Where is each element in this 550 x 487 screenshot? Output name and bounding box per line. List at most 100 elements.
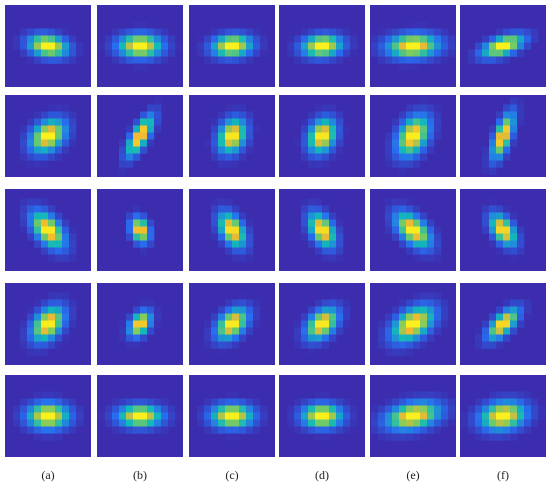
heatmap-pixel: [315, 49, 323, 57]
heatmap-pixel: [336, 419, 344, 427]
heatmap-pixel: [517, 405, 525, 413]
heatmap-pixel: [211, 226, 219, 234]
heatmap-pixel: [140, 35, 148, 43]
heatmap-pixel: [133, 306, 141, 314]
heatmap-pixel: [496, 240, 504, 248]
heatmap-pixel: [420, 56, 428, 64]
heatmap-pixel: [232, 398, 240, 406]
heatmap-pixel: [239, 226, 247, 234]
heatmap-pixel: [385, 160, 393, 168]
heatmap-pixel: [225, 56, 233, 64]
heatmap-panel: [5, 95, 91, 177]
heatmap-pixel: [475, 433, 483, 441]
heatmap-pixel: [378, 320, 386, 328]
heatmap-pixel: [315, 313, 323, 321]
heatmap-pixel: [392, 118, 400, 126]
heatmap-pixel: [524, 412, 532, 420]
heatmap-pixel: [308, 306, 316, 314]
heatmap-pixel: [329, 35, 337, 43]
heatmap-pixel: [308, 320, 316, 328]
heatmap-pixel: [329, 118, 337, 126]
heatmap-pixel: [510, 132, 518, 140]
heatmap-pixel: [406, 412, 414, 420]
heatmap-pixel: [308, 153, 316, 161]
heatmap-pixel: [27, 212, 35, 220]
heatmap-pixel: [168, 42, 176, 50]
heatmap-pixel: [112, 49, 120, 57]
heatmap-pixel: [55, 327, 63, 335]
heatmap-pixel: [41, 348, 49, 356]
heatmap-pixel: [399, 299, 407, 307]
heatmap-pixel: [232, 412, 240, 420]
heatmap-pixel: [329, 212, 337, 220]
heatmap-pixel: [294, 49, 302, 57]
heatmap-pixel: [413, 341, 421, 349]
heatmap-pixel: [315, 299, 323, 307]
heatmap-pixel: [41, 132, 49, 140]
heatmap-pixel: [406, 426, 414, 434]
heatmap-pixel: [308, 398, 316, 406]
heatmap-pixel: [420, 426, 428, 434]
heatmap-pixel: [399, 313, 407, 321]
heatmap-pixel: [322, 320, 330, 328]
heatmap-pixel: [197, 35, 205, 43]
heatmap-pixel: [13, 42, 21, 50]
heatmap-pixel: [27, 205, 35, 213]
heatmap-pixel: [34, 327, 42, 335]
heatmap-pixel: [392, 433, 400, 441]
heatmap-pixel: [503, 226, 511, 234]
heatmap-pixel: [246, 49, 254, 57]
heatmap-pixel: [218, 306, 226, 314]
heatmap-pixel: [27, 132, 35, 140]
heatmap-pixel: [225, 306, 233, 314]
heatmap-pixel: [20, 125, 28, 133]
heatmap-panel: [460, 95, 546, 177]
heatmap-pixel: [448, 49, 456, 57]
heatmap-pixel: [239, 35, 247, 43]
heatmap-pixel: [232, 313, 240, 321]
heatmap-pixel: [468, 419, 476, 427]
heatmap-pixel: [461, 419, 469, 427]
heatmap-pixel: [503, 306, 511, 314]
heatmap-pixel: [315, 306, 323, 314]
heatmap-pixel: [34, 198, 42, 206]
heatmap-pixel: [41, 247, 49, 255]
heatmap-pixel: [211, 212, 219, 220]
heatmap-pixel: [246, 398, 254, 406]
heatmap-pixel: [315, 153, 323, 161]
heatmap-pixel: [20, 132, 28, 140]
heatmap-pixel: [420, 42, 428, 50]
heatmap-pixel: [41, 233, 49, 241]
heatmap-pixel: [420, 28, 428, 36]
heatmap-pixel: [336, 35, 344, 43]
heatmap-pixel: [406, 160, 414, 168]
heatmap-pixel: [197, 412, 205, 420]
heatmap-pixel: [133, 42, 141, 50]
heatmap-pixel: [147, 28, 155, 36]
heatmap-pixel: [197, 49, 205, 57]
heatmap-pixel: [441, 56, 449, 64]
heatmap-pixel: [147, 132, 155, 140]
heatmap-pixel: [119, 42, 127, 50]
heatmap-pixel: [147, 233, 155, 241]
heatmap-pixel: [218, 412, 226, 420]
heatmap-pixel: [336, 233, 344, 241]
heatmap-pixel: [336, 426, 344, 434]
heatmap-pixel: [154, 405, 162, 413]
heatmap-pixel: [420, 132, 428, 140]
heatmap-pixel: [34, 56, 42, 64]
heatmap-pixel: [489, 42, 497, 50]
heatmap-pixel: [211, 341, 219, 349]
heatmap-pixel: [20, 341, 28, 349]
heatmap-pixel: [232, 212, 240, 220]
heatmap-pixel: [154, 28, 162, 36]
heatmap-pixel: [434, 391, 442, 399]
heatmap-pixel: [427, 398, 435, 406]
heatmap-panel: [97, 189, 183, 271]
heatmap-pixel: [482, 419, 490, 427]
heatmap-pixel: [55, 334, 63, 342]
heatmap-pixel: [69, 226, 77, 234]
heatmap-pixel: [218, 426, 226, 434]
heatmap-pixel: [517, 398, 525, 406]
heatmap-pixel: [301, 313, 309, 321]
